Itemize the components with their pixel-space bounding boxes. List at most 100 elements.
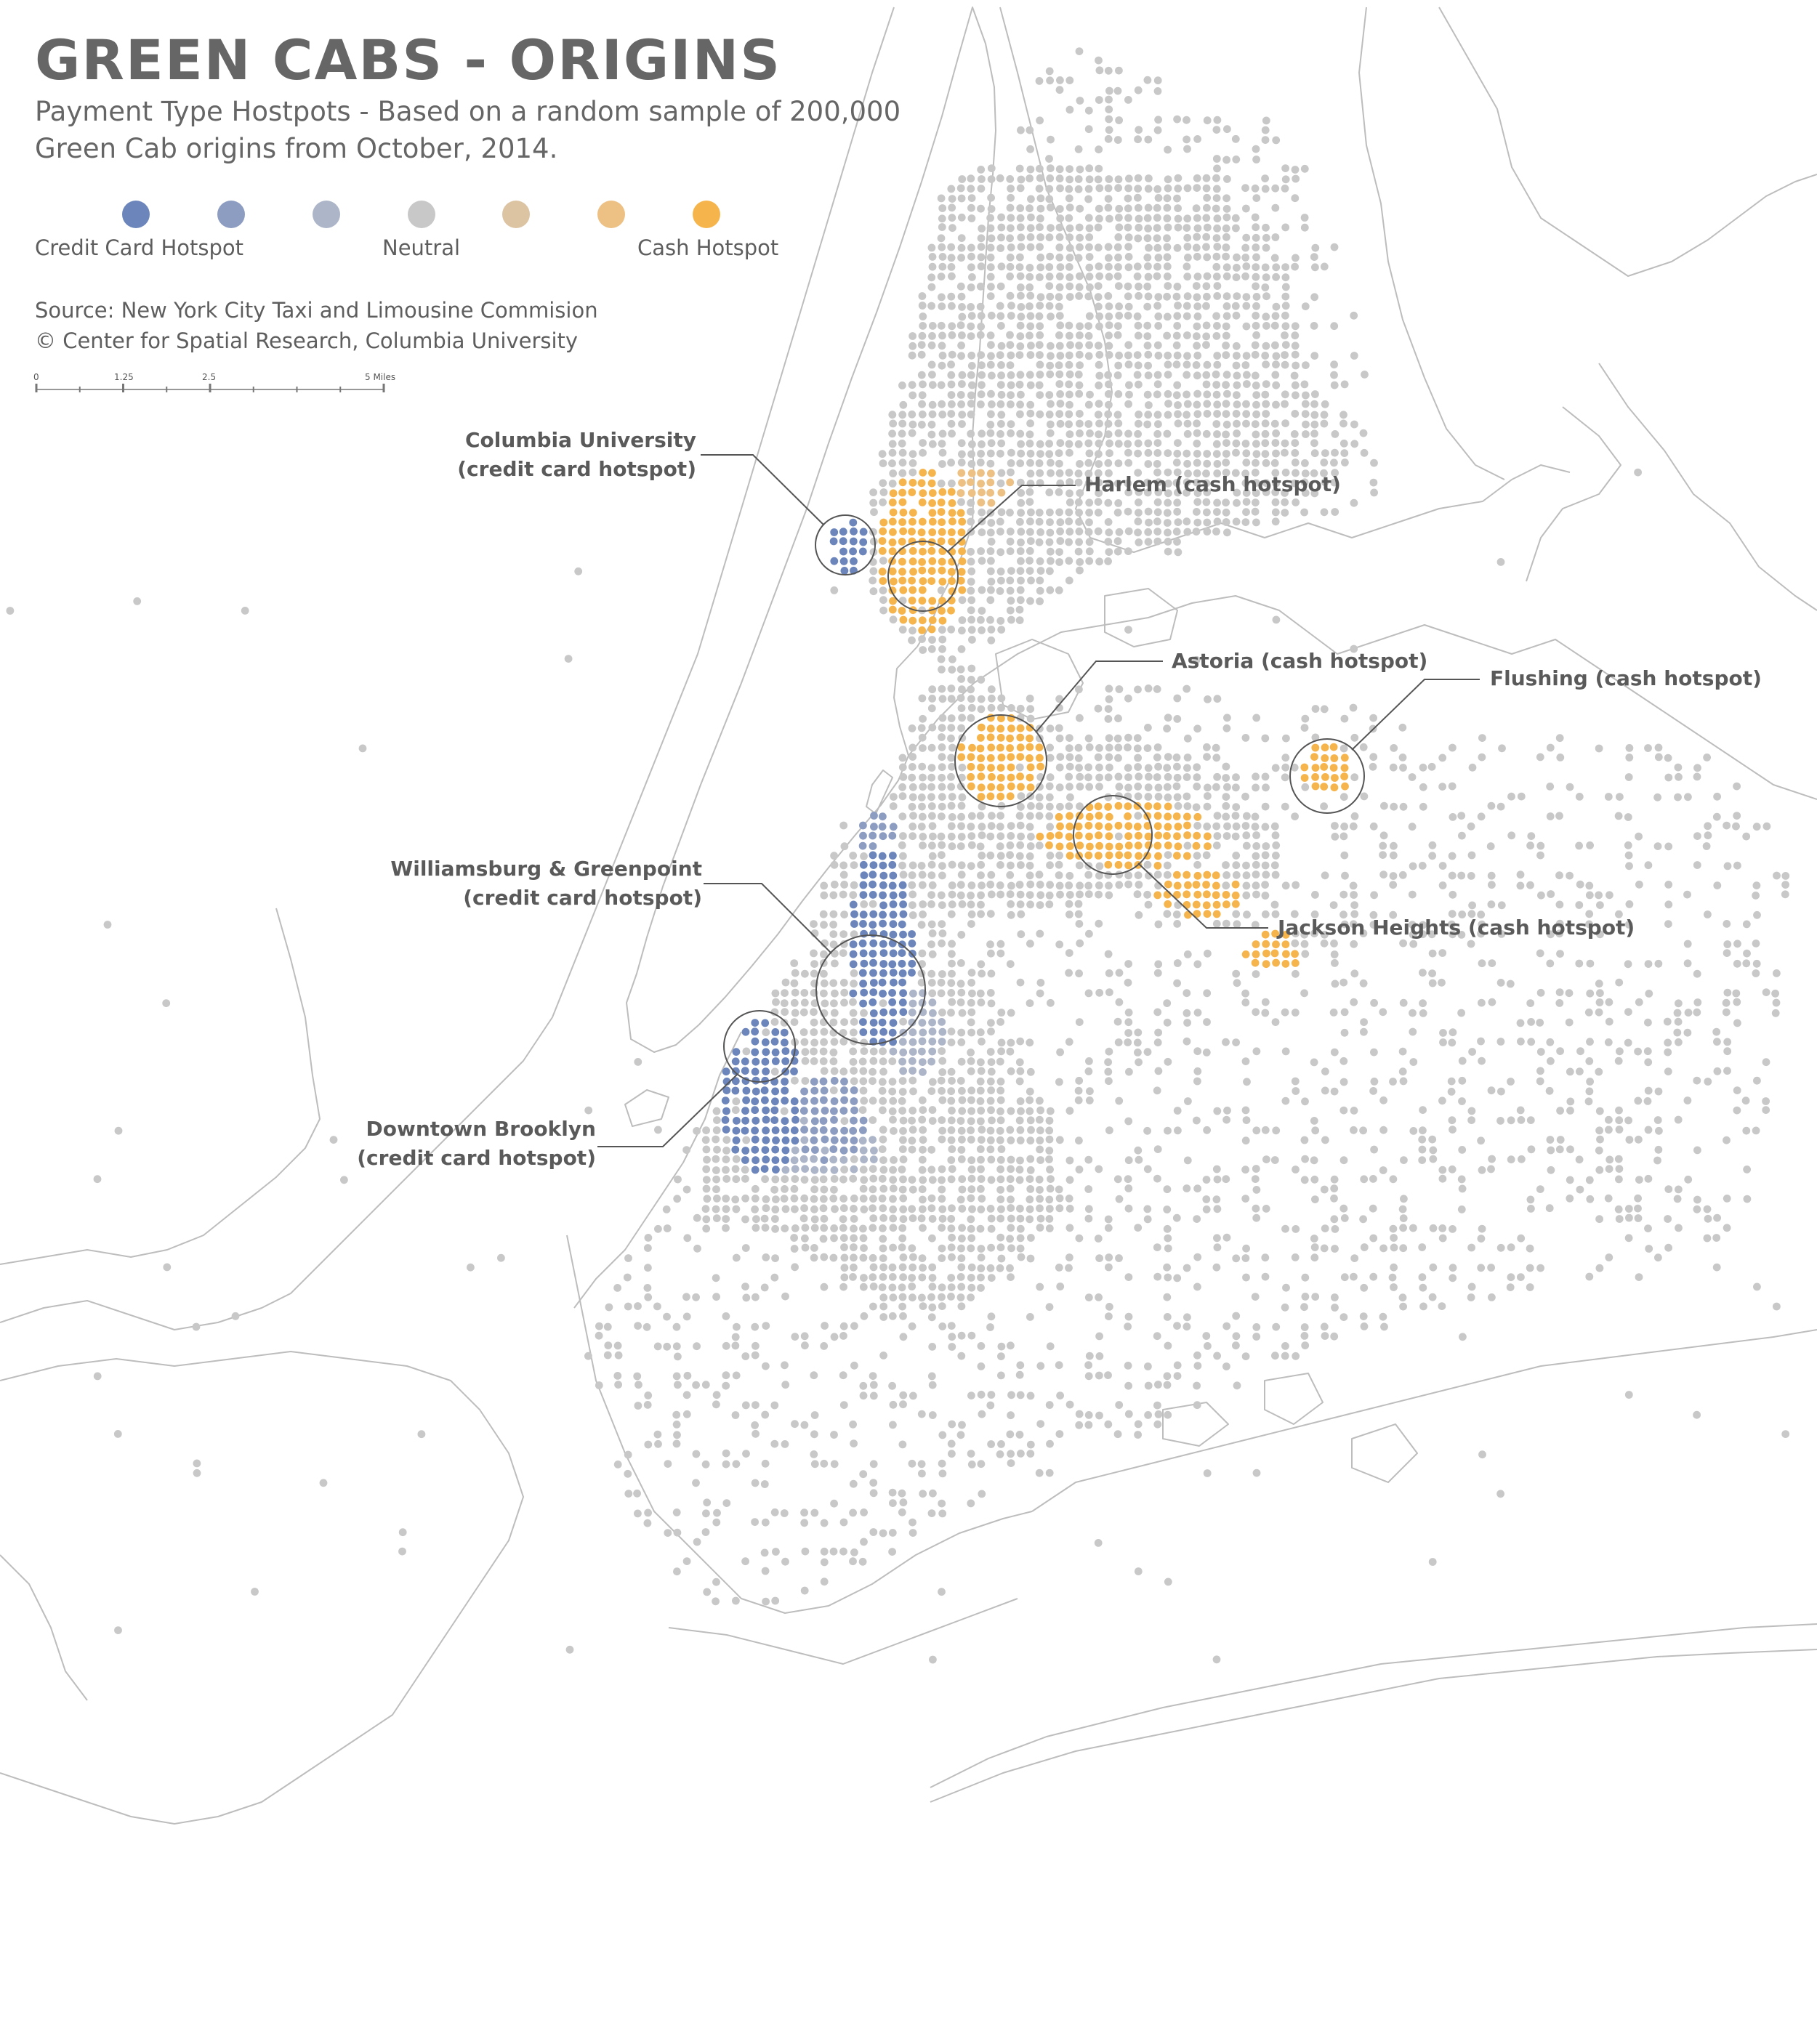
origin-dot (918, 421, 926, 429)
origin-dot (948, 813, 956, 821)
origin-dot (870, 823, 878, 831)
origin-dot (1016, 772, 1024, 781)
origin-dot (1586, 841, 1595, 849)
origin-dot (781, 1057, 790, 1065)
origin-dot (1133, 351, 1142, 359)
origin-dot (1272, 940, 1280, 949)
origin-dot (927, 704, 936, 713)
origin-dot (702, 1176, 711, 1184)
origin-dot (1114, 253, 1122, 262)
origin-dot (133, 597, 142, 605)
origin-dot (947, 822, 956, 831)
origin-dot (1164, 489, 1172, 498)
origin-dot (986, 214, 994, 222)
origin-dot (840, 1078, 848, 1086)
origin-dot (937, 655, 946, 663)
origin-dot (860, 1508, 868, 1516)
origin-dot (780, 1019, 789, 1027)
origin-dot (839, 940, 848, 948)
origin-dot (1056, 214, 1065, 222)
origin-dot (820, 921, 828, 929)
origin-dot (1291, 959, 1300, 967)
origin-dot (663, 1342, 672, 1351)
origin-dot (908, 586, 917, 594)
origin-dot (996, 429, 1004, 438)
origin-dot (978, 381, 986, 389)
origin-dot (839, 1322, 848, 1330)
origin-dot (1586, 959, 1595, 968)
origin-dot (850, 979, 858, 988)
origin-dot (967, 1194, 975, 1203)
origin-dot (1045, 272, 1054, 281)
origin-dot (850, 1028, 858, 1037)
origin-dot (1006, 1184, 1015, 1193)
origin-dot (978, 225, 986, 233)
origin-dot (1781, 881, 1790, 889)
origin-dot (1065, 185, 1073, 193)
origin-dot (908, 1293, 916, 1302)
origin-dot (1124, 547, 1132, 555)
origin-dot (1614, 1205, 1623, 1213)
origin-dot (1015, 351, 1024, 359)
origin-dot (859, 821, 867, 830)
origin-dot (663, 1224, 672, 1232)
origin-dot (977, 960, 986, 969)
origin-dot (977, 498, 986, 506)
origin-dot (1153, 302, 1161, 310)
origin-dot (917, 793, 926, 801)
origin-dot (898, 1145, 907, 1153)
origin-dot (1213, 772, 1221, 781)
origin-dot (1134, 871, 1143, 879)
origin-dot (898, 1107, 906, 1115)
origin-dot (1467, 1243, 1475, 1252)
origin-dot (770, 1106, 779, 1115)
origin-dot (1017, 792, 1026, 800)
origin-dot (850, 527, 858, 536)
origin-dot (938, 812, 946, 820)
origin-dot (1339, 1156, 1348, 1165)
origin-dot (781, 1224, 789, 1232)
origin-dot (1615, 1126, 1624, 1134)
origin-dot (967, 841, 976, 849)
origin-dot (996, 302, 1004, 310)
origin-dot (1232, 439, 1241, 448)
origin-dot (1074, 1096, 1083, 1104)
origin-dot (1222, 205, 1231, 213)
origin-dot (712, 1400, 720, 1409)
origin-dot (819, 1204, 828, 1213)
origin-dot (1095, 1293, 1103, 1301)
origin-dot (1056, 1391, 1064, 1399)
origin-dot (1222, 450, 1230, 458)
origin-dot (927, 625, 936, 634)
origin-dot (1104, 1058, 1112, 1067)
origin-dot (741, 1352, 750, 1360)
origin-dot (1340, 380, 1349, 389)
origin-dot (1693, 1410, 1701, 1419)
origin-dot (849, 900, 858, 909)
origin-dot (1193, 763, 1201, 772)
origin-dot (1203, 450, 1212, 458)
origin-dot (1006, 341, 1015, 350)
origin-dot (928, 517, 937, 526)
origin-dot (958, 1421, 966, 1429)
origin-dot (781, 1185, 789, 1193)
origin-dot (1075, 528, 1084, 536)
origin-dot (978, 488, 986, 497)
origin-dot (919, 1145, 927, 1154)
origin-dot (732, 1205, 741, 1213)
origin-dot (888, 1488, 897, 1497)
origin-dot (869, 1116, 877, 1124)
origin-dot (948, 1420, 956, 1429)
origin-dot (1252, 772, 1260, 781)
origin-dot (1164, 371, 1172, 379)
origin-dot (997, 1047, 1005, 1056)
origin-dot (1036, 273, 1044, 281)
origin-dot (1419, 930, 1427, 939)
origin-dot (839, 1518, 848, 1527)
origin-dot (1438, 1224, 1447, 1232)
origin-dot (1055, 881, 1064, 890)
rockaway-peninsula (930, 1623, 1817, 1788)
origin-dot (1339, 419, 1347, 428)
origin-dot (957, 213, 966, 222)
origin-dot (1389, 872, 1398, 880)
